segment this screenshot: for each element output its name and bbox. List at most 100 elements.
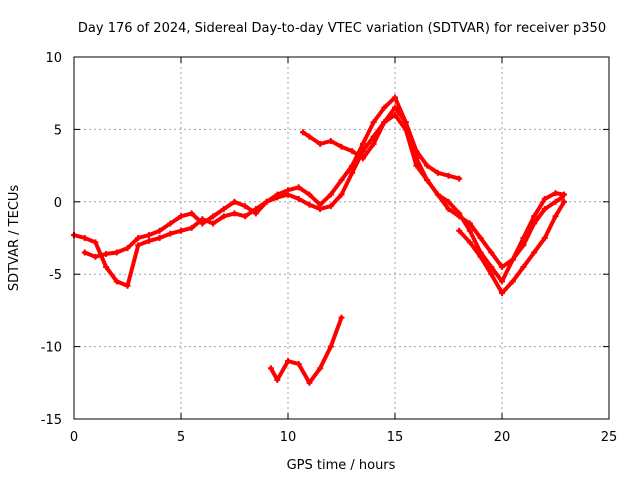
data-point bbox=[456, 210, 463, 217]
data-point bbox=[466, 239, 473, 246]
data-point bbox=[306, 191, 313, 198]
data-point bbox=[445, 206, 452, 213]
data-point bbox=[113, 249, 120, 256]
data-point bbox=[188, 210, 195, 217]
data-point bbox=[370, 140, 377, 147]
data-point bbox=[456, 227, 463, 234]
data-point bbox=[338, 191, 345, 198]
data-point bbox=[381, 119, 388, 126]
data-point bbox=[188, 224, 195, 231]
data-point bbox=[466, 220, 473, 227]
data-point bbox=[370, 119, 377, 126]
data-point bbox=[210, 213, 217, 220]
data-point bbox=[306, 201, 313, 208]
data-point bbox=[113, 278, 120, 285]
data-point bbox=[338, 143, 345, 150]
x-tick-label: 5 bbox=[177, 430, 185, 445]
data-point bbox=[231, 198, 238, 205]
data-point bbox=[81, 235, 88, 241]
data-point bbox=[561, 198, 568, 205]
plot-frame bbox=[73, 56, 610, 420]
data-point bbox=[349, 148, 356, 155]
data-point bbox=[445, 198, 452, 205]
y-tick-label: -5 bbox=[49, 268, 62, 283]
data-point bbox=[135, 242, 142, 249]
x-axis-label: GPS time / hours bbox=[287, 458, 396, 473]
tick-layer: 0 5 10 15 20 25 10 5 0 -5 -10 -15 bbox=[41, 51, 618, 445]
y-tick-label: 10 bbox=[45, 51, 62, 66]
data-point bbox=[145, 237, 152, 244]
series-track-2 bbox=[82, 112, 564, 284]
data-point bbox=[327, 203, 334, 210]
data-point bbox=[531, 249, 538, 256]
data-point bbox=[434, 169, 441, 176]
chart-title: Day 176 of 2024, Sidereal Day-to-day VTE… bbox=[78, 21, 606, 36]
data-point bbox=[558, 194, 565, 201]
data-point bbox=[531, 213, 538, 220]
data-point bbox=[295, 195, 302, 202]
y-tick-label: -15 bbox=[41, 413, 62, 428]
data-point bbox=[327, 343, 334, 350]
data-point bbox=[220, 206, 227, 213]
data-point bbox=[242, 203, 249, 210]
data-point bbox=[434, 191, 441, 198]
data-point bbox=[499, 278, 505, 285]
data-point bbox=[509, 278, 516, 285]
data-point bbox=[317, 206, 324, 213]
data-point bbox=[81, 249, 88, 256]
data-point bbox=[306, 133, 313, 140]
data-point bbox=[178, 227, 184, 234]
data-point bbox=[274, 194, 281, 201]
data-point bbox=[541, 235, 548, 241]
data-point bbox=[520, 263, 527, 270]
data-point bbox=[477, 235, 484, 241]
data-point bbox=[220, 213, 227, 220]
data-point bbox=[242, 213, 249, 220]
data-point bbox=[156, 227, 163, 234]
data-point bbox=[295, 184, 302, 191]
series-track-4 bbox=[457, 199, 567, 295]
data-point bbox=[552, 213, 559, 220]
data-point bbox=[509, 256, 516, 263]
data-point bbox=[477, 253, 484, 260]
data-point bbox=[92, 239, 99, 246]
x-tick-label: 15 bbox=[387, 430, 404, 445]
data-point bbox=[327, 137, 334, 144]
data-point bbox=[488, 263, 495, 270]
data-point bbox=[124, 282, 131, 289]
data-point bbox=[285, 191, 291, 198]
data-point bbox=[103, 263, 110, 270]
x-tick-label: 20 bbox=[494, 430, 511, 445]
data-point bbox=[252, 210, 259, 217]
data-point bbox=[413, 148, 420, 155]
data-point bbox=[499, 290, 505, 297]
y-tick-label: 5 bbox=[54, 123, 62, 138]
data-point bbox=[499, 263, 505, 270]
x-tick-label: 25 bbox=[601, 430, 618, 445]
data-point bbox=[295, 360, 302, 367]
data-point bbox=[520, 242, 527, 249]
data-point bbox=[231, 210, 238, 217]
data-point bbox=[178, 213, 184, 220]
y-tick-label: -10 bbox=[41, 341, 62, 356]
data-point bbox=[552, 190, 559, 197]
data-point bbox=[274, 376, 281, 383]
data-point bbox=[424, 162, 431, 169]
data-point bbox=[306, 379, 313, 386]
data-point bbox=[424, 177, 431, 184]
data-point bbox=[392, 94, 398, 101]
data-point bbox=[103, 250, 110, 257]
data-point bbox=[392, 111, 398, 118]
series-track-1 bbox=[72, 95, 567, 288]
data-point bbox=[199, 220, 206, 227]
data-point bbox=[92, 253, 99, 260]
data-point bbox=[263, 198, 270, 205]
data-point bbox=[445, 172, 452, 179]
data-point bbox=[124, 245, 131, 252]
data-point bbox=[359, 140, 366, 147]
series-track-3 bbox=[301, 105, 462, 181]
data-point bbox=[392, 104, 398, 111]
data-point bbox=[267, 365, 274, 372]
